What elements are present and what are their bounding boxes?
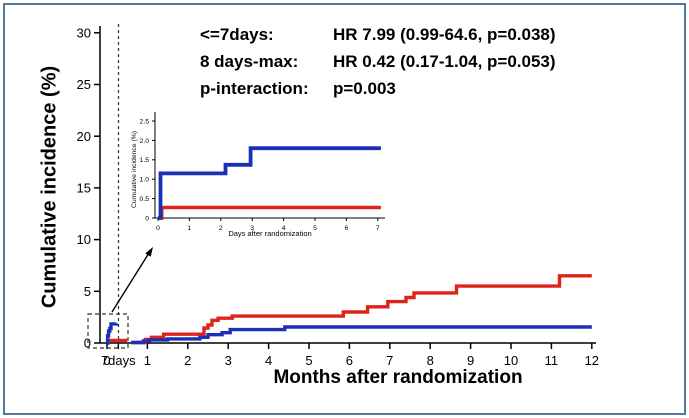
magnifier-arrow-head <box>145 247 153 257</box>
hazard-ratio-annotation: <=7days: HR 7.99 (0.99-64.6, p=0.038) 8 … <box>200 21 556 102</box>
zoom-region-dashed-box <box>87 313 129 349</box>
x-tick-label: 8 <box>427 353 434 368</box>
annotation-row: <=7days: HR 7.99 (0.99-64.6, p=0.038) <box>200 21 556 48</box>
series-blue-first-7-days <box>105 322 118 345</box>
y-tick-label: 5 <box>84 284 91 299</box>
inset-chart-x-axis-title: Days after randomization <box>228 229 311 238</box>
x-tick-label: 2 <box>219 225 223 232</box>
x-tick-label: 3 <box>225 353 232 368</box>
x-tick-label: 9 <box>467 353 474 368</box>
main-x-axis-title: Months after randomization <box>273 367 523 388</box>
y-tick-label: 30 <box>77 25 91 40</box>
annotation-row: p-interaction: p=0.003 <box>200 75 556 102</box>
y-tick-label: 0 <box>84 336 91 351</box>
x-tick-label: 12 <box>585 353 599 368</box>
annotation-label: 8 days-max: <box>200 52 299 71</box>
x-tick-label: 0 <box>156 225 160 232</box>
y-tick-label: 25 <box>77 77 91 92</box>
x-tick-label: 1 <box>144 353 151 368</box>
x-tick-label: 7 <box>386 353 393 368</box>
series-blue <box>158 146 381 220</box>
annotation-value: HR 0.42 (0.17-1.04, p=0.053) <box>333 52 556 71</box>
series-red-after-7-days <box>131 274 592 345</box>
x-tick-label: 6 <box>346 353 353 368</box>
inset-chart-y-axis-title: Cumulative incidence (%) <box>131 131 138 208</box>
x-tick-label: 2 <box>184 353 191 368</box>
x-tick-label: 10 <box>504 353 518 368</box>
y-tick-label: 20 <box>77 129 91 144</box>
decorations <box>87 24 153 349</box>
x-tick-label: 11 <box>545 353 559 368</box>
annotation-label: p-interaction: <box>200 79 309 98</box>
x-tick-label: 6 <box>345 225 349 232</box>
magnifier-arrow-line <box>111 252 150 313</box>
annotation-value: HR 7.99 (0.99-64.6, p=0.038) <box>333 25 556 44</box>
x-tick-label: 4 <box>265 353 272 368</box>
x-tick-label: 3 <box>250 225 254 232</box>
x-tick-label: 0 <box>103 353 110 368</box>
x-tick-label: 7days <box>101 353 136 368</box>
x-tick-label: 7 <box>376 225 380 232</box>
series-red <box>158 205 381 220</box>
x-tick-label: 5 <box>313 225 317 232</box>
series-blue-after-7-days <box>131 325 592 345</box>
y-tick-label: 2.5 <box>140 118 150 125</box>
x-tick-label: 4 <box>282 225 286 232</box>
annotation-label: <=7days: <box>200 25 274 44</box>
y-tick-label: 1.5 <box>140 157 150 164</box>
y-tick-label: 1.0 <box>140 177 150 184</box>
y-tick-label: 0.5 <box>140 196 150 203</box>
y-tick-label: 10 <box>77 232 91 247</box>
y-tick-label: 15 <box>77 180 91 195</box>
y-tick-label: 2.0 <box>140 138 150 145</box>
x-tick-label: 5 <box>305 353 312 368</box>
y-tick-label: 0 <box>145 215 149 222</box>
annotation-value: p=0.003 <box>333 79 396 98</box>
annotation-row: 8 days-max: HR 0.42 (0.17-1.04, p=0.053) <box>200 48 556 75</box>
x-tick-label: 1 <box>188 225 192 232</box>
inset-chart: 0 0.5 1.0 1.5 2.0 2.5 0 1 2 3 4 5 6 7 Days after rando… <box>131 112 385 238</box>
